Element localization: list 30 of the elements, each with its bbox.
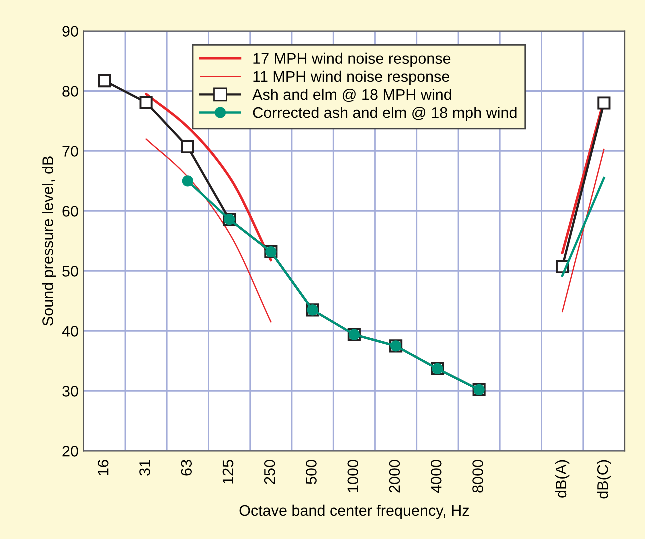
x-tick-label: 125 (222, 460, 234, 484)
legend-label: 17 MPH wind noise response (254, 52, 451, 68)
point (98, 74, 112, 88)
y-tick-label: 30 (62, 386, 78, 397)
x-tick-label: dB(A) (555, 460, 570, 498)
legend-label: Corrected ash and elm @ 18 mph wind (253, 107, 517, 122)
x-tick-label: 16 (98, 460, 109, 476)
legend-label: 11 MPH wind noise response (254, 70, 450, 86)
y-tick-label: 60 (62, 206, 78, 217)
y-tick-label: 40 (62, 326, 78, 337)
y-tick-label: 20 (62, 446, 78, 457)
point (182, 176, 194, 187)
y-axis-title: Sound pressure level, dB (42, 156, 56, 326)
x-tick-label: 2000 (389, 460, 400, 493)
y-tick-label: 50 (62, 266, 78, 277)
x-tick-label: 8000 (472, 460, 484, 493)
x-tick-label: 31 (140, 460, 150, 476)
x-tick-label: 63 (181, 460, 192, 476)
x-tick-label: 250 (264, 460, 276, 484)
point (181, 140, 194, 154)
x-axis-title: Octave band center frequency, Hz (240, 504, 470, 520)
legend-label: Ash and elm @ 18 MPH wind (252, 88, 452, 102)
y-tick-label: 90 (62, 26, 78, 37)
y-tick-label: 80 (62, 86, 78, 97)
y-tick-label: 70 (62, 146, 78, 157)
point (140, 96, 153, 110)
x-tick-label: 4000 (430, 460, 442, 494)
x-tick-label: 1000 (348, 460, 359, 492)
x-tick-label: 500 (306, 460, 317, 484)
x-tick-label: dB(C) (597, 460, 612, 499)
